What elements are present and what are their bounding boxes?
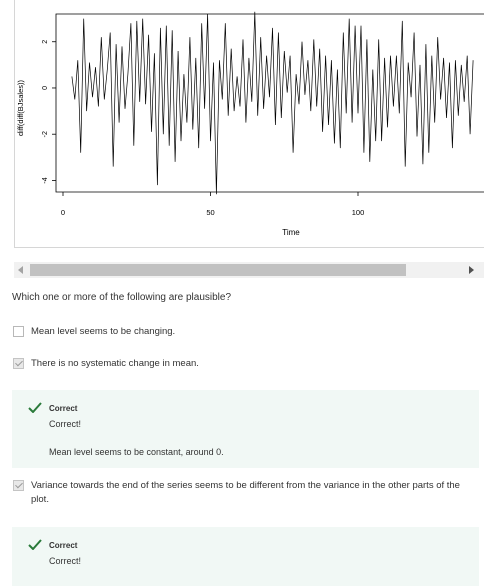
option-label: Mean level seems to be changing.: [31, 326, 176, 337]
checkbox-checked[interactable]: [13, 358, 24, 369]
scroll-left-icon[interactable]: [18, 266, 23, 274]
option-variance-different[interactable]: Variance towards the end of the series s…: [13, 479, 473, 507]
x-tick-label: 50: [206, 208, 214, 217]
x-tick-label: 0: [61, 208, 65, 217]
scroll-right-icon[interactable]: [469, 266, 474, 274]
y-tick-label: 0: [42, 86, 49, 90]
feedback-explanation: Mean level seems to be constant, around …: [49, 447, 224, 457]
checkbox-unchecked[interactable]: [13, 326, 24, 337]
y-tick-label: 2: [42, 40, 49, 44]
feedback-text: Correct!: [49, 419, 82, 429]
option-label: There is no systematic change in mean.: [31, 358, 199, 369]
x-axis-label: Time: [282, 228, 300, 237]
option-no-change-in-mean[interactable]: There is no systematic change in mean.: [13, 357, 473, 371]
check-icon: [28, 402, 42, 413]
feedback-text: Correct!: [49, 556, 82, 566]
checkbox-checked[interactable]: [13, 480, 24, 491]
y-tick-label: -4: [42, 177, 49, 183]
y-tick-label: -2: [42, 131, 49, 137]
feedback-panel: Correct Correct!: [12, 527, 479, 586]
feedback-title: Correct: [49, 541, 78, 550]
plot-box: [55, 13, 484, 193]
series-line: [71, 11, 474, 195]
time-series-plot: -4 -2 0 2 diff(diff(BJsales)) 0 50 100 Time: [16, 11, 484, 237]
option-mean-changing[interactable]: Mean level seems to be changing.: [13, 325, 473, 339]
scroll-thumb[interactable]: [30, 264, 406, 276]
question-text: Which one or more of the following are p…: [12, 292, 232, 303]
y-axis-label: diff(diff(BJsales)): [16, 80, 25, 136]
check-icon: [28, 539, 42, 550]
feedback-panel: Correct Correct! Mean level seems to be …: [12, 390, 479, 468]
feedback-title: Correct: [49, 404, 78, 413]
option-label: Variance towards the end of the series s…: [31, 480, 460, 505]
horizontal-scrollbar[interactable]: [14, 262, 484, 278]
x-tick-label: 100: [352, 208, 365, 217]
plot-frame: -4 -2 0 2 diff(diff(BJsales)) 0 50 100 Time: [14, 0, 484, 248]
